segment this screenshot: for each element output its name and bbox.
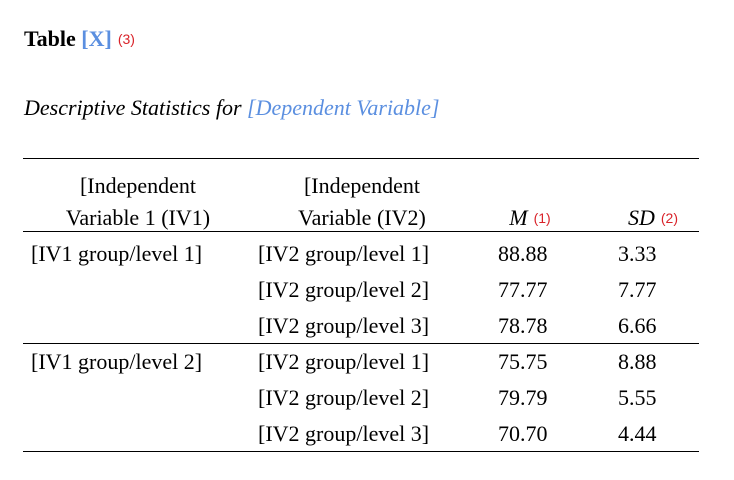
header-rule — [23, 231, 699, 232]
header-iv1: [Independent Variable 1 (IV1) — [40, 170, 236, 234]
table-bottom-rule — [23, 451, 699, 452]
table-title-prefix: Table — [24, 26, 76, 51]
header-mean: M (1) — [490, 202, 570, 236]
cell-iv1: [IV1 group/level 2] — [31, 349, 203, 374]
header-sd: SD (2) — [608, 202, 698, 236]
cell-iv1: [IV1 group/level 1] — [31, 241, 203, 266]
cell-mean: 77.77 — [498, 277, 548, 302]
header-iv1-line2: Variable 1 (IV1) — [65, 205, 211, 230]
sd-note-marker: (2) — [660, 210, 678, 226]
cell-mean: 79.79 — [498, 385, 548, 410]
cell-mean: 70.70 — [498, 421, 548, 446]
cell-iv2: [IV2 group/level 2] — [258, 277, 430, 302]
cell-sd: 3.33 — [618, 241, 657, 266]
cell-iv2: [IV2 group/level 1] — [258, 241, 430, 266]
cell-sd: 6.66 — [618, 313, 657, 338]
cell-iv2: [IV2 group/level 1] — [258, 349, 430, 374]
cell-iv2: [IV2 group/level 3] — [258, 313, 430, 338]
cell-sd: 4.44 — [618, 421, 657, 446]
cell-sd: 7.77 — [618, 277, 657, 302]
cell-sd: 8.88 — [618, 349, 657, 374]
table-title: Table [X] (3) — [24, 26, 135, 52]
header-iv1-line1: [Independent — [79, 173, 197, 198]
cell-iv2: [IV2 group/level 2] — [258, 385, 430, 410]
header-sd-label: SD — [627, 205, 655, 230]
header-iv2-line2: Variable (IV2) — [298, 205, 426, 230]
subtitle-prefix: Descriptive Statistics for — [24, 95, 242, 120]
cell-mean: 75.75 — [498, 349, 548, 374]
cell-iv2: [IV2 group/level 3] — [258, 421, 430, 446]
header-mean-label: M — [509, 205, 528, 230]
mean-note-marker: (1) — [533, 210, 551, 226]
header-iv2: [Independent Variable (IV2) — [262, 170, 462, 234]
header-iv2-line1: [Independent — [303, 173, 421, 198]
table-number-placeholder: [X] — [81, 26, 112, 51]
table-top-rule — [23, 158, 699, 159]
title-note-marker: (3) — [117, 31, 135, 47]
cell-mean: 88.88 — [498, 241, 548, 266]
table-subtitle: Descriptive Statistics for [Dependent Va… — [24, 95, 440, 121]
cell-sd: 5.55 — [618, 385, 657, 410]
group-divider-rule — [23, 343, 699, 344]
cell-mean: 78.78 — [498, 313, 548, 338]
dependent-variable-placeholder: [Dependent Variable] — [247, 95, 440, 120]
